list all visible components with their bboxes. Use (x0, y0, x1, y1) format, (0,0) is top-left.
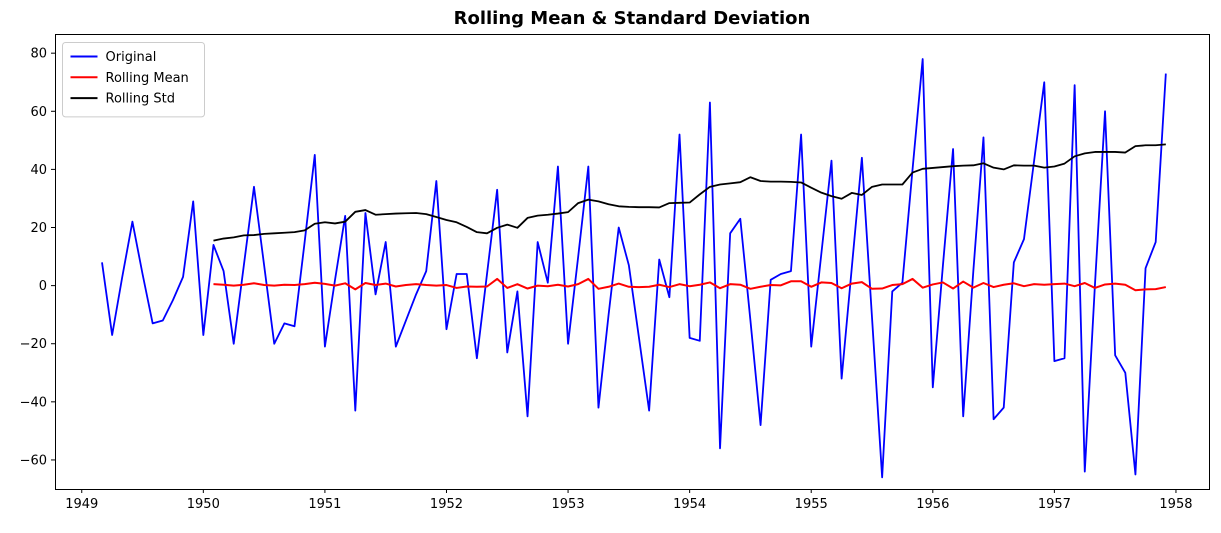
rolling-mean-line (213, 277, 1167, 292)
y-tick-label: −40 (20, 395, 47, 410)
legend: Original Rolling Mean Rolling Std (62, 42, 205, 118)
y-tick-label: −60 (20, 453, 47, 468)
chart-title: Rolling Mean & Standard Deviation (454, 8, 811, 29)
legend-label-original: Original (106, 50, 157, 65)
rolling-std-line (213, 143, 1166, 242)
legend-label-rolling-std: Rolling Std (106, 92, 175, 107)
y-tick-label: 40 (30, 163, 47, 178)
y-tick-label: 60 (30, 105, 47, 120)
x-tick-label: 1957 (1038, 497, 1071, 512)
legend-frame (62, 42, 205, 118)
y-tick-label: 0 (39, 279, 47, 294)
plot-area: 1949 1950 1951 1952 1953 1954 1955 1956 1957 1958… (20, 47, 1193, 512)
axes-spines (55, 34, 1210, 490)
x-tick-label: 1955 (795, 497, 828, 512)
x-tick-label: 1956 (916, 497, 949, 512)
x-tick-label: 1954 (673, 497, 706, 512)
x-tick-label: 1958 (1159, 497, 1192, 512)
x-tick-label: 1951 (308, 497, 341, 512)
y-tick-label: 80 (30, 47, 47, 62)
x-tick-label: 1953 (552, 497, 585, 512)
x-tick-label: 1949 (65, 497, 98, 512)
original-line (101, 58, 1167, 479)
legend-label-rolling-mean: Rolling Mean (106, 71, 189, 86)
x-tick-label: 1952 (430, 497, 463, 512)
y-tick-label: −20 (20, 337, 47, 352)
x-tick-label: 1950 (187, 497, 220, 512)
y-tick-label: 20 (30, 221, 47, 236)
